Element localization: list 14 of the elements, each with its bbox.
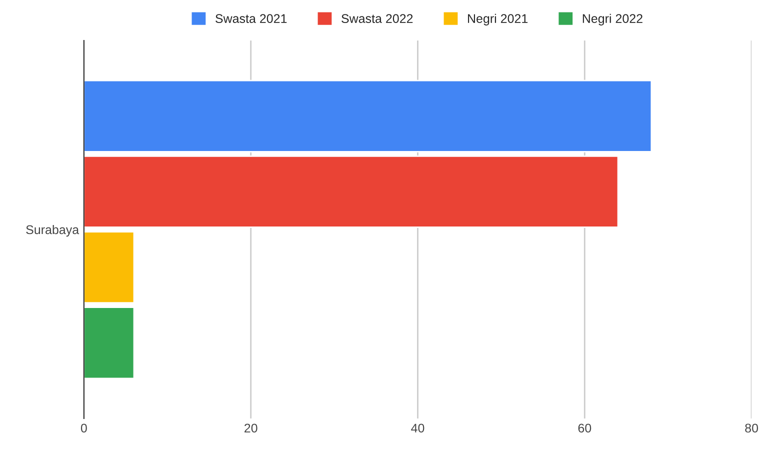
legend-label: Negri 2021 [468, 14, 528, 26]
x-tick-label: 60 [578, 424, 592, 433]
bar [84, 155, 619, 228]
bar [84, 231, 135, 304]
x-tick-label: 40 [411, 424, 424, 433]
bar [84, 80, 652, 152]
legend-label: Swasta 2021 [216, 14, 287, 23]
y-tick-label: Surabaya [26, 224, 80, 237]
x-tick-label: 20 [244, 424, 258, 433]
bar [84, 306, 135, 380]
legend-label: Negri 2022 [582, 14, 642, 26]
x-tick-label: 0 [80, 424, 87, 433]
legend-label: Swasta 2022 [342, 14, 413, 23]
x-tick-label: 80 [745, 424, 758, 433]
